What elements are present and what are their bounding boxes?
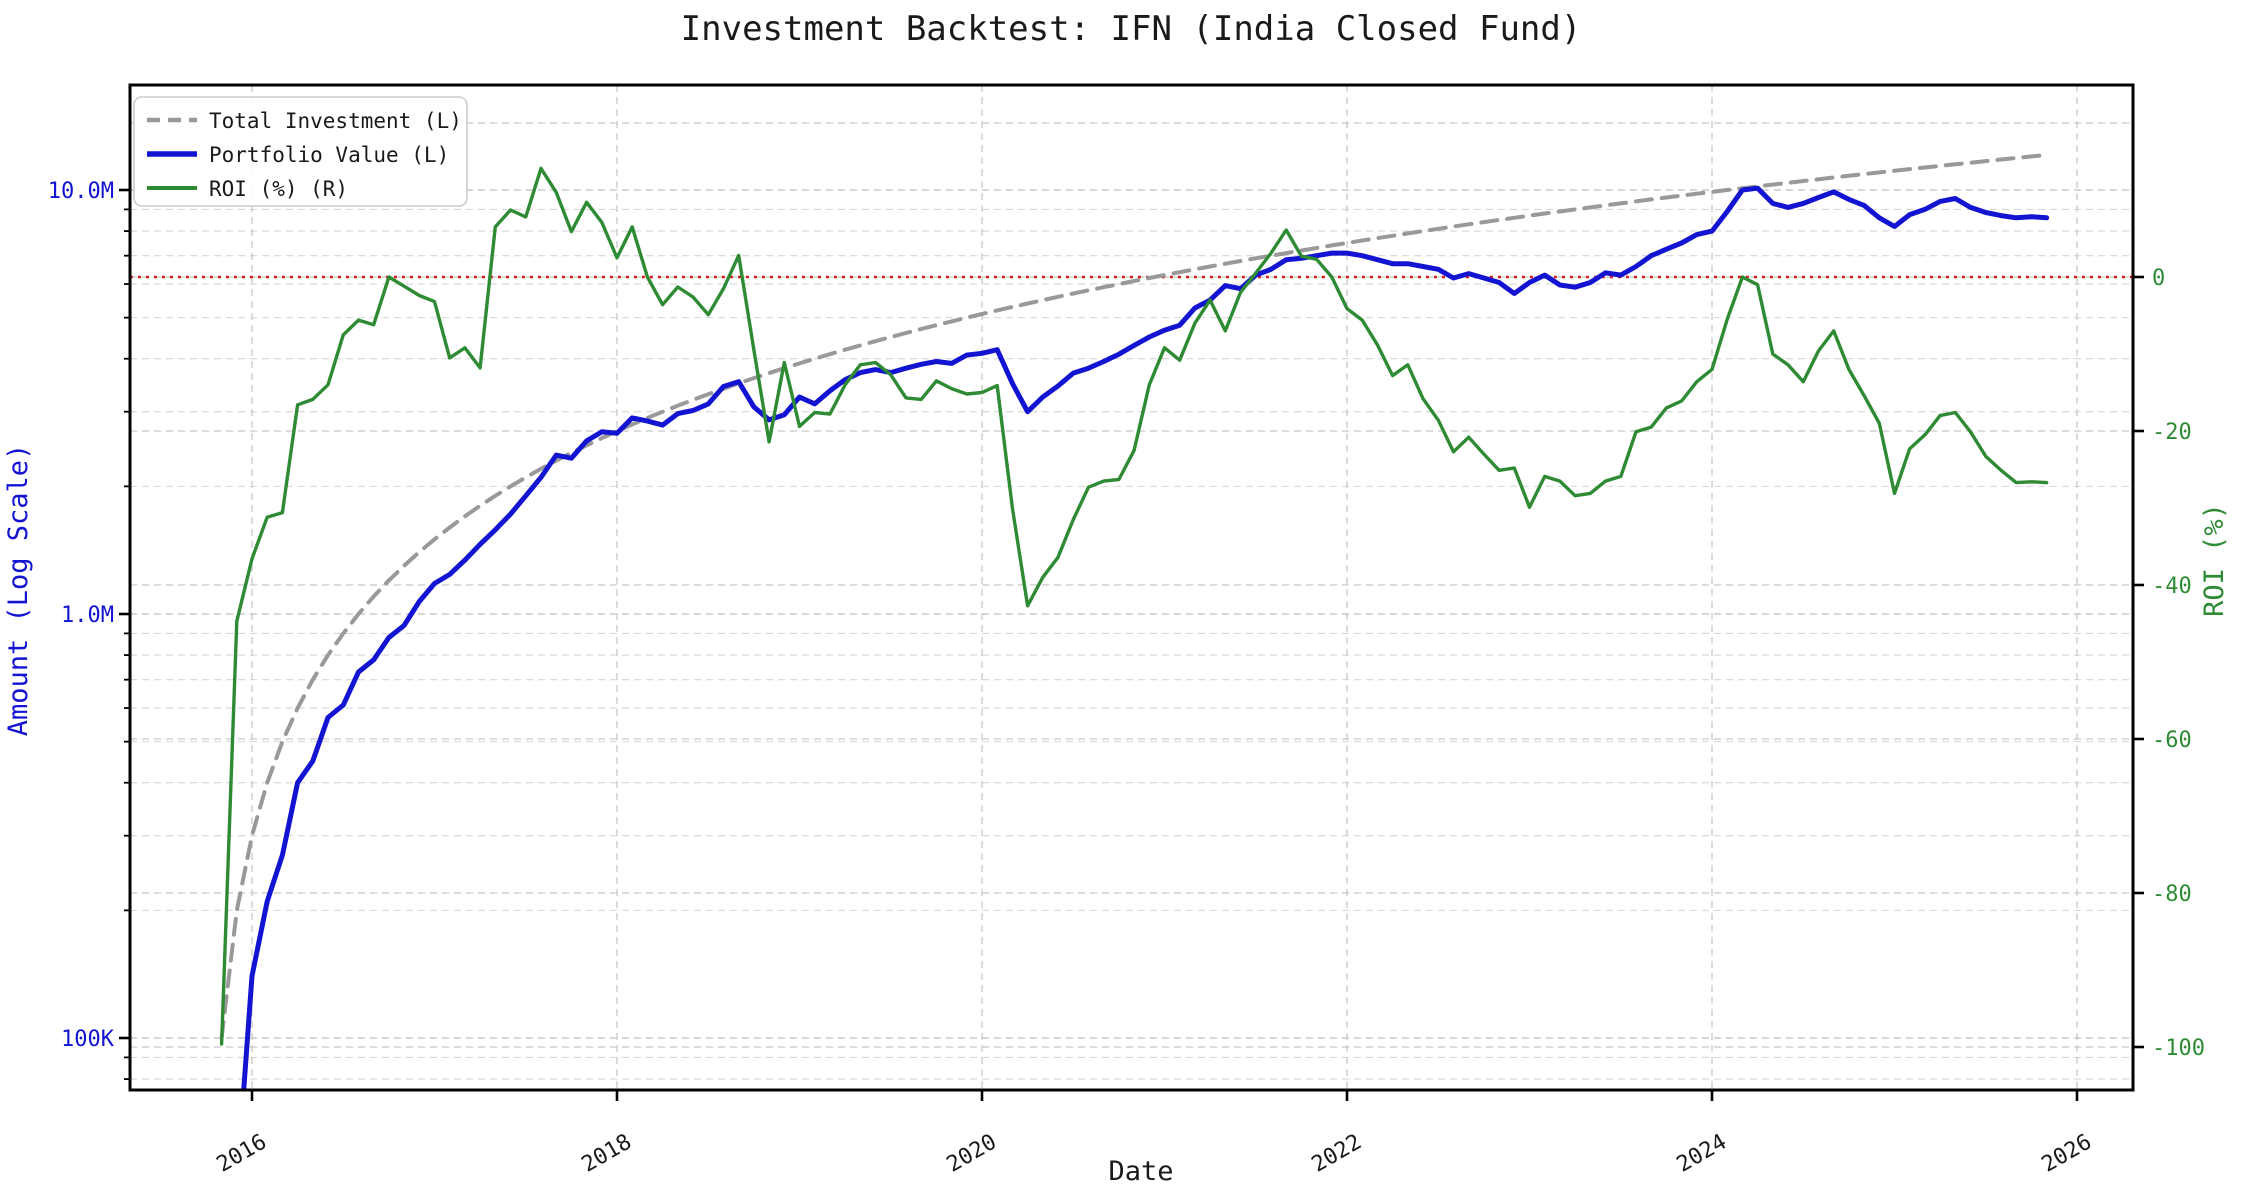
right-tick-labels: 0 -20 -40 -60 -80 -100 — [2152, 266, 2205, 1061]
left-axis-label: Amount (Log Scale) — [3, 444, 34, 737]
series-line-roi-r — [219, 166, 2049, 1046]
left-tick-label: 100K — [61, 1027, 115, 1052]
x-tick-label: 2016 — [213, 1130, 271, 1178]
right-tick-label: -80 — [2152, 882, 2192, 907]
x-tick-label: 2026 — [2038, 1130, 2096, 1178]
right-axis-label: ROI (%) — [2199, 503, 2230, 617]
gridlines-minor — [130, 208, 2133, 1080]
x-tick-label: 2018 — [578, 1130, 636, 1178]
right-tick-label: -20 — [2152, 420, 2192, 445]
legend-label: Portfolio Value (L) — [209, 143, 449, 167]
series-line-portfolio-value-l — [241, 185, 2050, 1090]
right-tick-label: -100 — [2152, 1036, 2205, 1061]
x-tick-label: 2024 — [1673, 1130, 1731, 1178]
right-tick-label: 0 — [2152, 266, 2165, 291]
series-lines — [219, 152, 2050, 1090]
left-tick-label: 10.0M — [48, 179, 114, 204]
left-tick-labels: 10.0M 1.0M 100K — [48, 179, 115, 1052]
chart-title: Investment Backtest: IFN (India Closed F… — [681, 9, 1582, 49]
left-tick-label: 1.0M — [61, 603, 114, 628]
series-line-total-investment-l — [219, 152, 2049, 1040]
legend: Total Investment (L) Portfolio Value (L) R… — [133, 96, 468, 207]
plot-border — [128, 83, 2135, 1092]
x-tick-label: 2020 — [943, 1130, 1001, 1178]
right-tick-label: -60 — [2152, 728, 2192, 753]
right-tick-label: -40 — [2152, 574, 2192, 599]
legend-label: ROI (%) (R) — [209, 177, 348, 201]
legend-box — [133, 96, 468, 207]
x-tick-label: 2022 — [1308, 1130, 1366, 1178]
legend-label: Total Investment (L) — [209, 109, 462, 133]
x-axis-label: Date — [1108, 1156, 1173, 1187]
axis-ticks — [119, 188, 2144, 1101]
